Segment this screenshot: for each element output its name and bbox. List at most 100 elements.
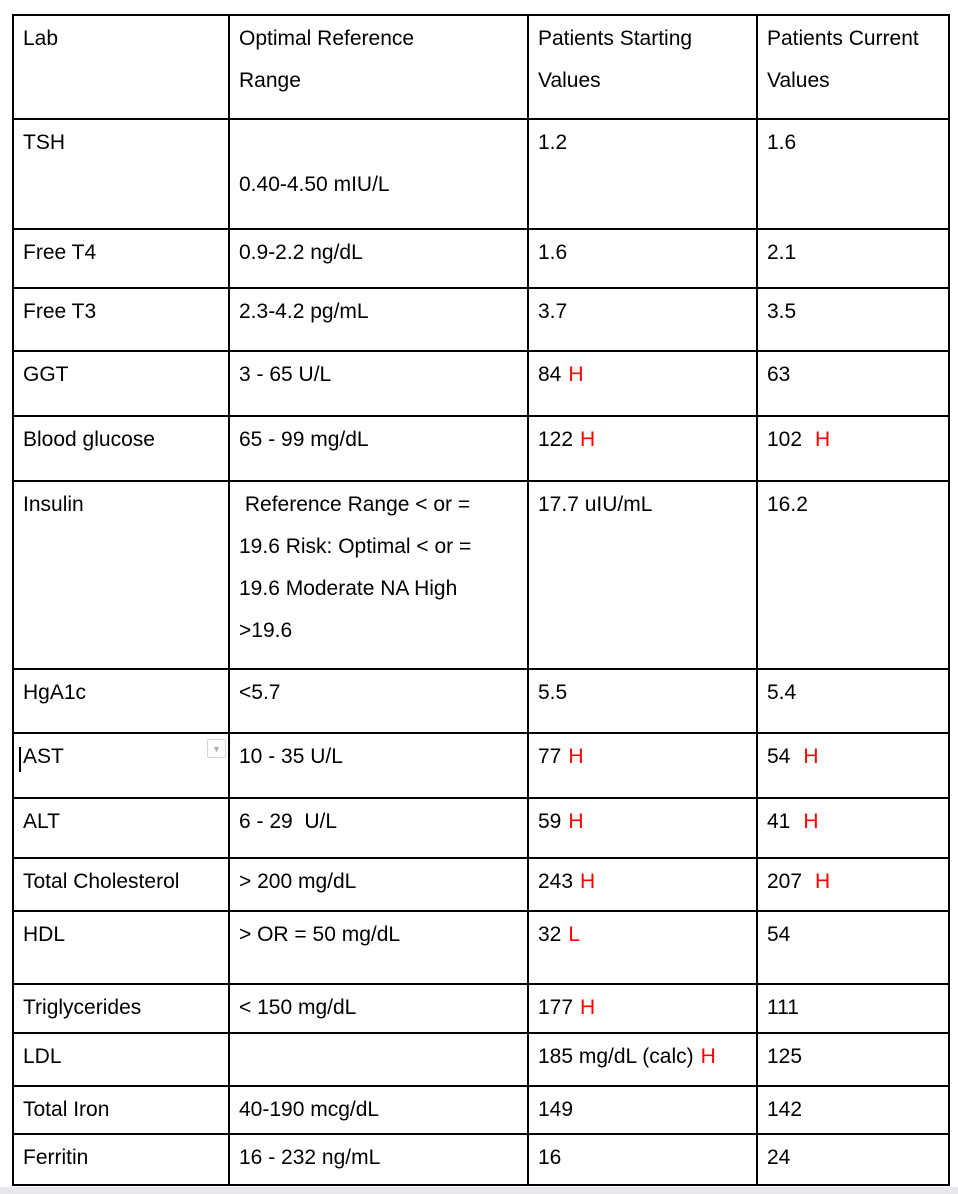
current-flag: H: [815, 428, 831, 451]
cell-starting-value[interactable]: 84 H: [527, 350, 758, 417]
cell-starting-value[interactable]: 149: [527, 1085, 758, 1135]
lab-name: HDL: [23, 923, 66, 946]
cell-reference-range[interactable]: 0.9-2.2 ng/dL: [228, 228, 529, 289]
cell-lab[interactable]: LDL: [12, 1032, 230, 1087]
reference-range: < 150 mg/dL: [239, 996, 357, 1019]
cell-starting-value[interactable]: 1.6: [527, 228, 758, 289]
current-value: 41: [767, 810, 791, 833]
starting-flag: L: [568, 923, 581, 946]
current-flag: H: [803, 745, 819, 768]
header-current-values[interactable]: Patients Current Values: [756, 14, 950, 120]
cell-starting-value[interactable]: 16: [527, 1133, 758, 1186]
chevron-down-icon: ▼: [212, 743, 221, 754]
cell-lab[interactable]: Blood glucose: [12, 415, 230, 482]
cell-lab[interactable]: Ferritin: [12, 1133, 230, 1186]
cell-current-value[interactable]: 2.1: [756, 228, 950, 289]
starting-value: 77: [538, 745, 562, 768]
table-row: Triglycerides < 150 mg/dL 177 H 111: [12, 983, 950, 1034]
cell-starting-value[interactable]: 5.5: [527, 668, 758, 734]
cell-reference-range[interactable]: 6 - 29 U/L: [228, 797, 529, 859]
cell-starting-value[interactable]: 1.2: [527, 118, 758, 230]
cell-lab[interactable]: HgA1c: [12, 668, 230, 734]
lab-name: HgA1c: [23, 681, 87, 704]
cell-current-value[interactable]: 102 H: [756, 415, 950, 482]
cell-reference-range[interactable]: Reference Range < or = 19.6 Risk: Optima…: [228, 480, 529, 670]
cell-current-value[interactable]: 142: [756, 1085, 950, 1135]
cell-current-value[interactable]: 54: [756, 910, 950, 985]
table-row: HDL > OR = 50 mg/dL 32 L 54: [12, 910, 950, 985]
table-row: HgA1c <5.7 5.5 5.4: [12, 668, 950, 734]
cell-starting-value[interactable]: 77 H: [527, 732, 758, 799]
reference-range: > 200 mg/dL: [239, 870, 357, 893]
cell-reference-range[interactable]: 16 - 232 ng/mL: [228, 1133, 529, 1186]
cell-lab[interactable]: Insulin: [12, 480, 230, 670]
table-row: Free T3 2.3-4.2 pg/mL 3.7 3.5: [12, 287, 950, 352]
starting-flag: H: [700, 1045, 716, 1068]
lab-name: TSH: [23, 131, 65, 154]
cell-lab[interactable]: Triglycerides: [12, 983, 230, 1034]
cell-starting-value[interactable]: 59 H: [527, 797, 758, 859]
current-value: 125: [767, 1045, 803, 1068]
cell-current-value[interactable]: 207 H: [756, 857, 950, 912]
cell-current-value[interactable]: 54 H: [756, 732, 950, 799]
cell-current-value[interactable]: 16.2: [756, 480, 950, 670]
cell-current-value[interactable]: 24: [756, 1133, 950, 1186]
starting-flag: H: [580, 870, 596, 893]
cell-starting-value[interactable]: 122 H: [527, 415, 758, 482]
starting-flag: H: [568, 363, 584, 386]
cell-current-value[interactable]: 1.6: [756, 118, 950, 230]
cell-starting-value[interactable]: 3.7: [527, 287, 758, 352]
header-starting-values[interactable]: Patients Starting Values: [527, 14, 758, 120]
current-value: 54: [767, 745, 791, 768]
current-value: 24: [767, 1146, 791, 1169]
cell-reference-range[interactable]: > 200 mg/dL: [228, 857, 529, 912]
cell-lab[interactable]: Free T3: [12, 287, 230, 352]
cell-current-value[interactable]: 3.5: [756, 287, 950, 352]
header-lab[interactable]: Lab: [12, 14, 230, 120]
cell-starting-value[interactable]: 177 H: [527, 983, 758, 1034]
cell-lab[interactable]: AST: [12, 732, 230, 799]
cell-starting-value[interactable]: 17.7 uIU/mL: [527, 480, 758, 670]
table-row: Total Cholesterol > 200 mg/dL 243 H 207 H: [12, 857, 950, 912]
lab-name: Free T3: [23, 300, 97, 323]
cell-reference-range[interactable]: 10 - 35 U/L: [228, 732, 529, 799]
cell-reference-range[interactable]: 65 - 99 mg/dL: [228, 415, 529, 482]
starting-value: 17.7 uIU/mL: [538, 493, 653, 516]
cell-reference-range[interactable]: <5.7: [228, 668, 529, 734]
cell-current-value[interactable]: 125: [756, 1032, 950, 1087]
reference-range: > OR = 50 mg/dL: [239, 923, 401, 946]
cell-starting-value[interactable]: 185 mg/dL (calc) H: [527, 1032, 758, 1087]
cell-starting-value[interactable]: 32 L: [527, 910, 758, 985]
starting-value: 32: [538, 923, 562, 946]
reference-range: 0.9-2.2 ng/dL: [239, 241, 363, 264]
cell-reference-range[interactable]: 0.40-4.50 mIU/L: [228, 118, 529, 230]
cell-starting-value[interactable]: 243 H: [527, 857, 758, 912]
cell-lab[interactable]: TSH: [12, 118, 230, 230]
cell-reference-range[interactable]: [228, 1032, 529, 1087]
cell-reference-range[interactable]: 40-190 mcg/dL: [228, 1085, 529, 1135]
starting-value: 243: [538, 870, 574, 893]
cell-dropdown-button[interactable]: ▼: [207, 739, 226, 758]
cell-reference-range[interactable]: < 150 mg/dL: [228, 983, 529, 1034]
cell-lab[interactable]: Total Iron: [12, 1085, 230, 1135]
cell-current-value[interactable]: 5.4: [756, 668, 950, 734]
cell-reference-range[interactable]: > OR = 50 mg/dL: [228, 910, 529, 985]
cell-current-value[interactable]: 63: [756, 350, 950, 417]
starting-value: 1.6: [538, 241, 568, 264]
cell-lab[interactable]: ALT: [12, 797, 230, 859]
table-row: Blood glucose 65 - 99 mg/dL 122 H 102 H: [12, 415, 950, 482]
current-value: 111: [767, 996, 799, 1019]
reference-range: 2.3-4.2 pg/mL: [239, 300, 369, 323]
cell-lab[interactable]: GGT: [12, 350, 230, 417]
cell-lab[interactable]: Total Cholesterol: [12, 857, 230, 912]
cell-reference-range[interactable]: 3 - 65 U/L: [228, 350, 529, 417]
cell-lab[interactable]: HDL: [12, 910, 230, 985]
header-reference-range[interactable]: Optimal Reference Range: [228, 14, 529, 120]
lab-name: GGT: [23, 363, 69, 386]
cell-current-value[interactable]: 41 H: [756, 797, 950, 859]
cell-lab[interactable]: Free T4: [12, 228, 230, 289]
current-value: 1.6: [767, 131, 797, 154]
lab-name: ALT: [23, 810, 60, 833]
cell-reference-range[interactable]: 2.3-4.2 pg/mL: [228, 287, 529, 352]
cell-current-value[interactable]: 111: [756, 983, 950, 1034]
